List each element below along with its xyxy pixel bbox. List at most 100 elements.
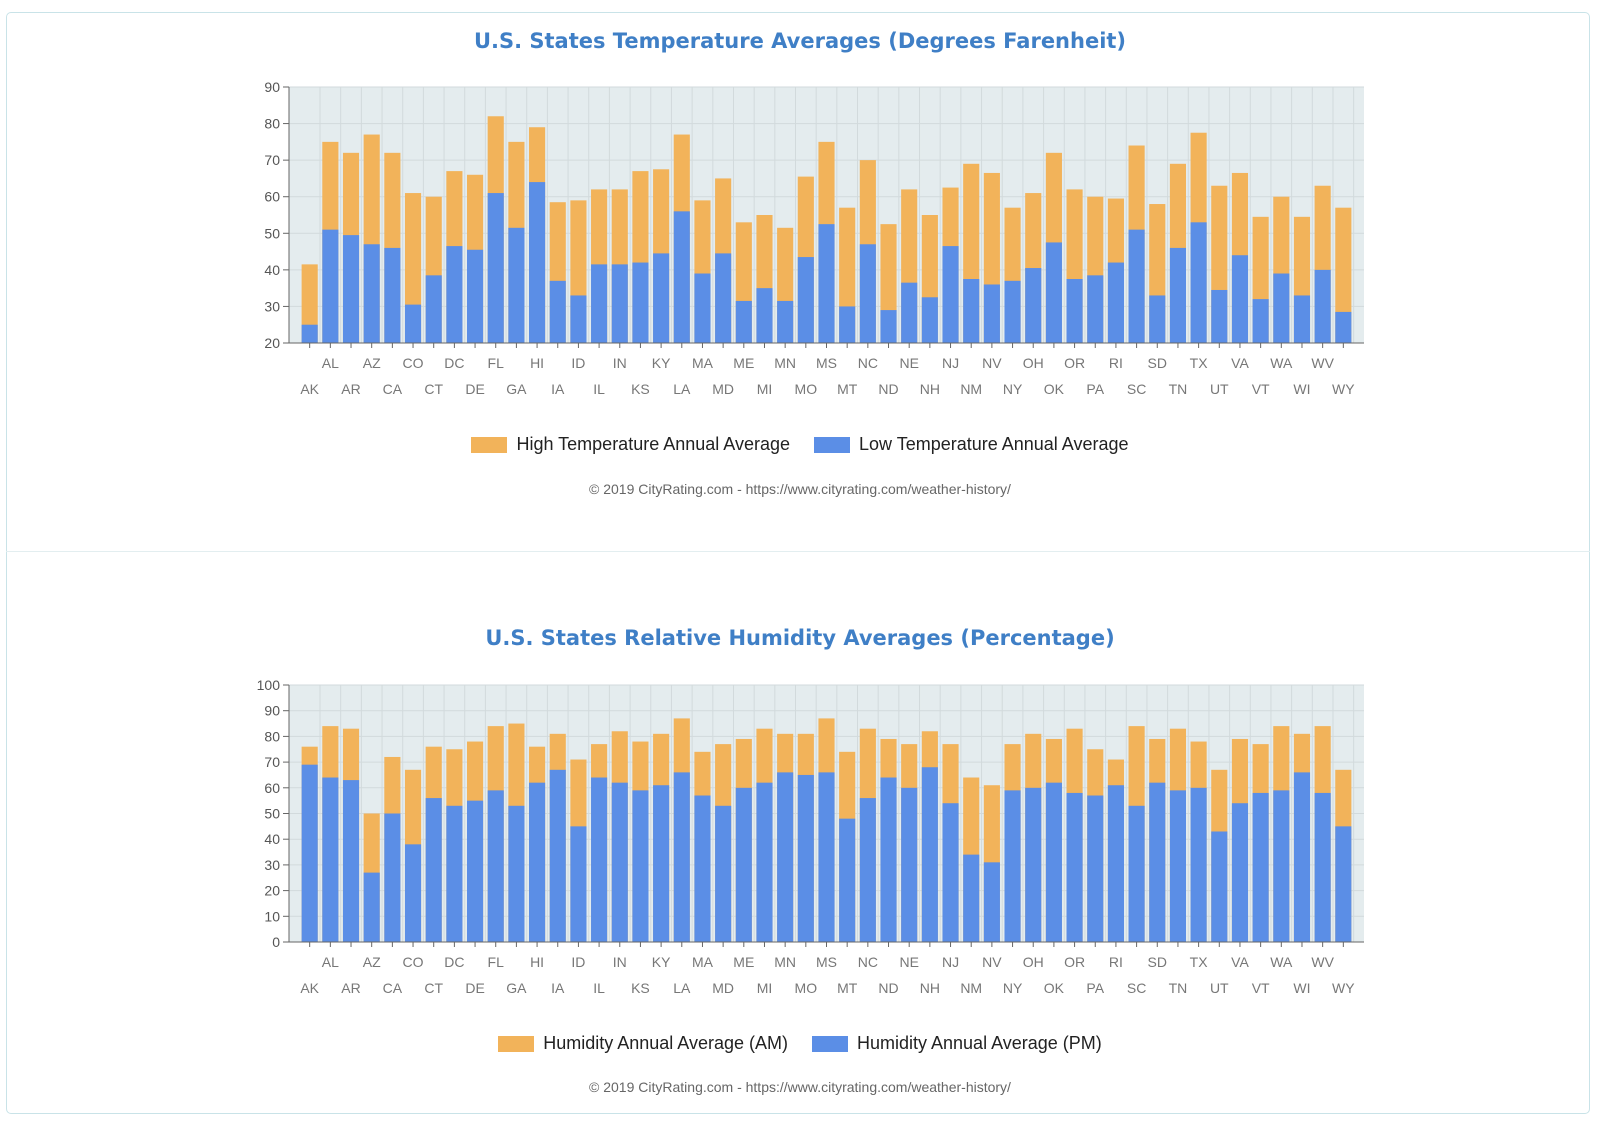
humid-bar-low-oh[interactable] <box>1025 787 1042 942</box>
temp-bar-low-wa[interactable] <box>1273 273 1290 343</box>
temp-bar-low-ak[interactable] <box>301 324 318 343</box>
temp-bar-low-md[interactable] <box>715 253 732 343</box>
temp-bar-low-nd[interactable] <box>880 310 897 343</box>
temp-bar-low-ok[interactable] <box>1045 242 1062 343</box>
temp-bar-low-nh[interactable] <box>921 297 938 343</box>
humid-bar-low-ks[interactable] <box>632 790 649 942</box>
temp-bar-low-hi[interactable] <box>529 182 546 343</box>
temp-bar-low-id[interactable] <box>570 295 587 343</box>
temp-bar-low-mi[interactable] <box>756 288 773 343</box>
humid-bar-low-pa[interactable] <box>1087 795 1104 942</box>
humid-bar-low-ut[interactable] <box>1211 831 1228 942</box>
humid-bar-low-nj[interactable] <box>942 803 959 942</box>
humid-bar-low-md[interactable] <box>715 805 732 942</box>
humid-bar-low-nv[interactable] <box>983 862 1000 942</box>
temp-bar-low-ar[interactable] <box>342 235 360 343</box>
humid-bar-low-ne[interactable] <box>901 787 918 942</box>
temp-bar-low-ks[interactable] <box>632 262 649 343</box>
humid-bar-low-hi[interactable] <box>529 782 546 942</box>
humid-bar-low-ny[interactable] <box>1004 790 1021 942</box>
temp-bar-low-ut[interactable] <box>1211 289 1228 343</box>
legend-item-pm[interactable]: Humidity Annual Average (PM) <box>812 1033 1102 1054</box>
humid-bar-low-mt[interactable] <box>839 818 856 942</box>
legend-item-high[interactable]: High Temperature Annual Average <box>471 434 790 455</box>
humid-bar-low-ky[interactable] <box>653 785 670 942</box>
temp-bar-low-mn[interactable] <box>777 300 794 343</box>
humid-bar-low-sc[interactable] <box>1128 805 1145 942</box>
humid-bar-low-ia[interactable] <box>549 769 566 942</box>
humid-bar-low-mi[interactable] <box>756 782 773 942</box>
humid-bar-low-ok[interactable] <box>1045 782 1062 942</box>
humid-bar-low-tx[interactable] <box>1190 787 1207 942</box>
temp-bar-low-ma[interactable] <box>694 273 711 343</box>
temp-bar-low-nj[interactable] <box>942 246 959 343</box>
temp-bar-high-wy[interactable] <box>1335 207 1352 343</box>
humid-bar-low-in[interactable] <box>611 782 628 942</box>
temp-bar-low-ga[interactable] <box>508 227 525 343</box>
humid-bar-low-mo[interactable] <box>797 774 814 942</box>
humid-bar-low-az[interactable] <box>363 872 380 942</box>
temp-bar-low-sd[interactable] <box>1149 295 1166 343</box>
temp-bar-low-ms[interactable] <box>818 224 835 343</box>
humid-bar-low-la[interactable] <box>673 772 690 942</box>
humid-bar-low-wa[interactable] <box>1273 790 1290 942</box>
humid-bar-low-de[interactable] <box>466 800 484 942</box>
humid-bar-low-nh[interactable] <box>921 767 938 942</box>
legend-item-am[interactable]: Humidity Annual Average (AM) <box>498 1033 788 1054</box>
temp-bar-low-vt[interactable] <box>1252 299 1269 343</box>
humid-bar-low-co[interactable] <box>404 844 422 942</box>
temp-bar-low-wy[interactable] <box>1335 311 1352 343</box>
humid-bar-low-al[interactable] <box>322 777 339 942</box>
humid-bar-low-mn[interactable] <box>777 772 794 942</box>
temp-bar-low-tx[interactable] <box>1190 222 1207 343</box>
humid-bar-low-il[interactable] <box>591 777 608 942</box>
temp-bar-low-va[interactable] <box>1231 255 1249 343</box>
humid-bar-low-wv[interactable] <box>1314 792 1331 942</box>
humid-bar-low-ma[interactable] <box>694 795 711 942</box>
temp-bar-low-ri[interactable] <box>1107 262 1124 343</box>
legend-item-low[interactable]: Low Temperature Annual Average <box>814 434 1129 455</box>
temp-bar-low-fl[interactable] <box>487 193 504 343</box>
temp-bar-low-or[interactable] <box>1066 279 1083 343</box>
humid-bar-low-nd[interactable] <box>880 777 897 942</box>
temp-bar-low-ca[interactable] <box>384 247 401 343</box>
humid-bar-low-fl[interactable] <box>487 790 504 942</box>
temp-bar-low-sc[interactable] <box>1128 229 1145 343</box>
humid-bar-low-dc[interactable] <box>446 805 463 942</box>
humid-bar-low-wy[interactable] <box>1335 826 1352 942</box>
temp-bar-low-ia[interactable] <box>549 280 566 343</box>
humid-bar-low-nm[interactable] <box>963 854 980 942</box>
humid-bar-low-ak[interactable] <box>301 764 318 942</box>
temp-bar-low-la[interactable] <box>673 211 690 343</box>
temp-bar-low-mt[interactable] <box>839 306 856 343</box>
temp-bar-low-wi[interactable] <box>1293 295 1311 343</box>
temp-bar-high-ak[interactable] <box>301 264 318 343</box>
humid-bar-low-nc[interactable] <box>859 798 876 942</box>
temp-bar-low-il[interactable] <box>591 264 608 343</box>
temp-bar-low-ne[interactable] <box>901 282 918 343</box>
temp-bar-low-ny[interactable] <box>1004 280 1021 343</box>
temp-bar-low-nc[interactable] <box>859 244 876 343</box>
temp-bar-low-al[interactable] <box>322 229 339 343</box>
humid-bar-low-id[interactable] <box>570 826 587 942</box>
temp-bar-low-in[interactable] <box>611 264 628 343</box>
temp-bar-low-tn[interactable] <box>1169 247 1187 343</box>
temp-bar-low-dc[interactable] <box>446 246 463 343</box>
humid-bar-low-ct[interactable] <box>425 798 442 942</box>
temp-bar-low-oh[interactable] <box>1025 268 1042 343</box>
temp-bar-low-az[interactable] <box>363 244 380 343</box>
temp-bar-low-me[interactable] <box>735 300 752 343</box>
humid-bar-low-tn[interactable] <box>1169 790 1187 942</box>
temp-bar-low-ct[interactable] <box>425 275 442 343</box>
temp-bar-low-mo[interactable] <box>797 257 814 343</box>
humid-bar-low-or[interactable] <box>1066 792 1083 942</box>
humid-bar-low-ri[interactable] <box>1107 785 1124 942</box>
temp-bar-low-wv[interactable] <box>1314 269 1331 343</box>
humid-bar-low-va[interactable] <box>1231 803 1249 942</box>
humid-bar-low-vt[interactable] <box>1252 792 1269 942</box>
temp-bar-low-de[interactable] <box>466 249 484 343</box>
temp-bar-low-nm[interactable] <box>963 279 980 343</box>
temp-bar-low-ky[interactable] <box>653 253 670 343</box>
humid-bar-low-wi[interactable] <box>1293 772 1311 942</box>
humid-bar-low-ga[interactable] <box>508 805 525 942</box>
